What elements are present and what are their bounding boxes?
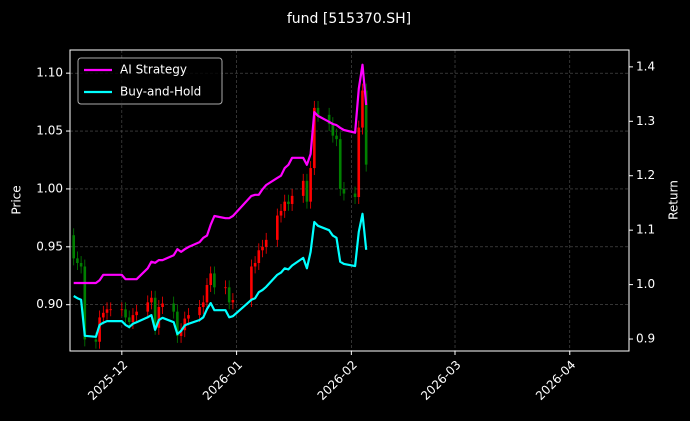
y-tick-label: 1.00 xyxy=(36,181,63,195)
candle-body xyxy=(313,107,316,169)
candle-body xyxy=(353,193,357,198)
candle-body xyxy=(105,309,109,313)
y2-tick-label: 1.1 xyxy=(636,223,655,237)
candle-body xyxy=(361,90,364,128)
candle-body xyxy=(201,302,205,308)
candle-body xyxy=(79,263,83,267)
candle-body xyxy=(76,258,79,264)
candle-body xyxy=(83,266,87,340)
candle-body xyxy=(172,303,175,312)
legend-label: AI Strategy xyxy=(120,63,187,77)
candle-body xyxy=(198,307,201,316)
candle-body xyxy=(72,235,76,259)
candle-body xyxy=(264,239,268,247)
candle-body xyxy=(287,201,290,204)
candle-body xyxy=(301,180,305,196)
candle-body xyxy=(227,287,231,303)
y-tick-label: 0.95 xyxy=(36,239,63,253)
legend-label: Buy-and-Hold xyxy=(120,85,201,99)
candle-body xyxy=(120,309,124,311)
y-tick-label: 1.10 xyxy=(36,66,63,80)
candle-body xyxy=(279,210,283,216)
candle-body xyxy=(150,297,153,303)
candle-body xyxy=(224,287,227,289)
candle-body xyxy=(309,168,312,202)
candle-body xyxy=(153,297,157,328)
candle-body xyxy=(257,250,261,264)
candle-body xyxy=(157,307,161,328)
candle-body xyxy=(187,315,190,319)
y2-tick-label: 1.2 xyxy=(636,168,655,182)
y2-tick-label: 0.9 xyxy=(636,332,655,346)
y2-axis-label: Return xyxy=(667,180,681,220)
y2-tick-label: 1.0 xyxy=(636,277,655,291)
legend-box xyxy=(77,57,223,105)
y-axis-label: Price xyxy=(10,185,24,214)
candle-body xyxy=(305,180,309,202)
candle-body xyxy=(261,246,264,251)
candle-body xyxy=(364,90,368,165)
candle-body xyxy=(283,201,287,211)
candle-body xyxy=(176,311,179,336)
candle-body xyxy=(250,266,253,301)
candle-body xyxy=(98,317,101,342)
candle-body xyxy=(179,330,183,336)
candle-body xyxy=(290,195,294,204)
y2-tick-label: 1.3 xyxy=(636,114,655,128)
candle-body xyxy=(327,114,331,125)
chart-title: fund [515370.SH] xyxy=(287,11,411,27)
candle-body xyxy=(205,285,209,303)
candle-body xyxy=(124,309,127,318)
candle-body xyxy=(231,300,235,303)
candle-body xyxy=(335,135,338,140)
y2-tick-label: 1.4 xyxy=(636,59,655,73)
candle-body xyxy=(276,215,279,240)
candle-body xyxy=(146,302,150,312)
candle-body xyxy=(342,188,346,194)
series-line xyxy=(73,212,368,338)
series-line xyxy=(73,63,368,285)
candle-body xyxy=(253,263,257,267)
candle-body xyxy=(331,124,335,136)
y-tick-label: 0.90 xyxy=(36,297,63,311)
candle-body xyxy=(102,312,105,318)
candle-body xyxy=(316,107,320,115)
candle-body xyxy=(127,317,131,323)
candle-body xyxy=(213,273,216,288)
candle-body xyxy=(161,303,164,308)
candle-body xyxy=(338,139,342,189)
candle-body xyxy=(94,339,98,342)
y-tick-label: 1.05 xyxy=(36,124,63,138)
candle-body xyxy=(357,127,361,198)
candle-body xyxy=(109,309,113,311)
candle-body xyxy=(131,315,135,323)
plot-frame xyxy=(69,49,630,352)
candle-body xyxy=(209,273,212,286)
candle-body xyxy=(135,311,138,316)
